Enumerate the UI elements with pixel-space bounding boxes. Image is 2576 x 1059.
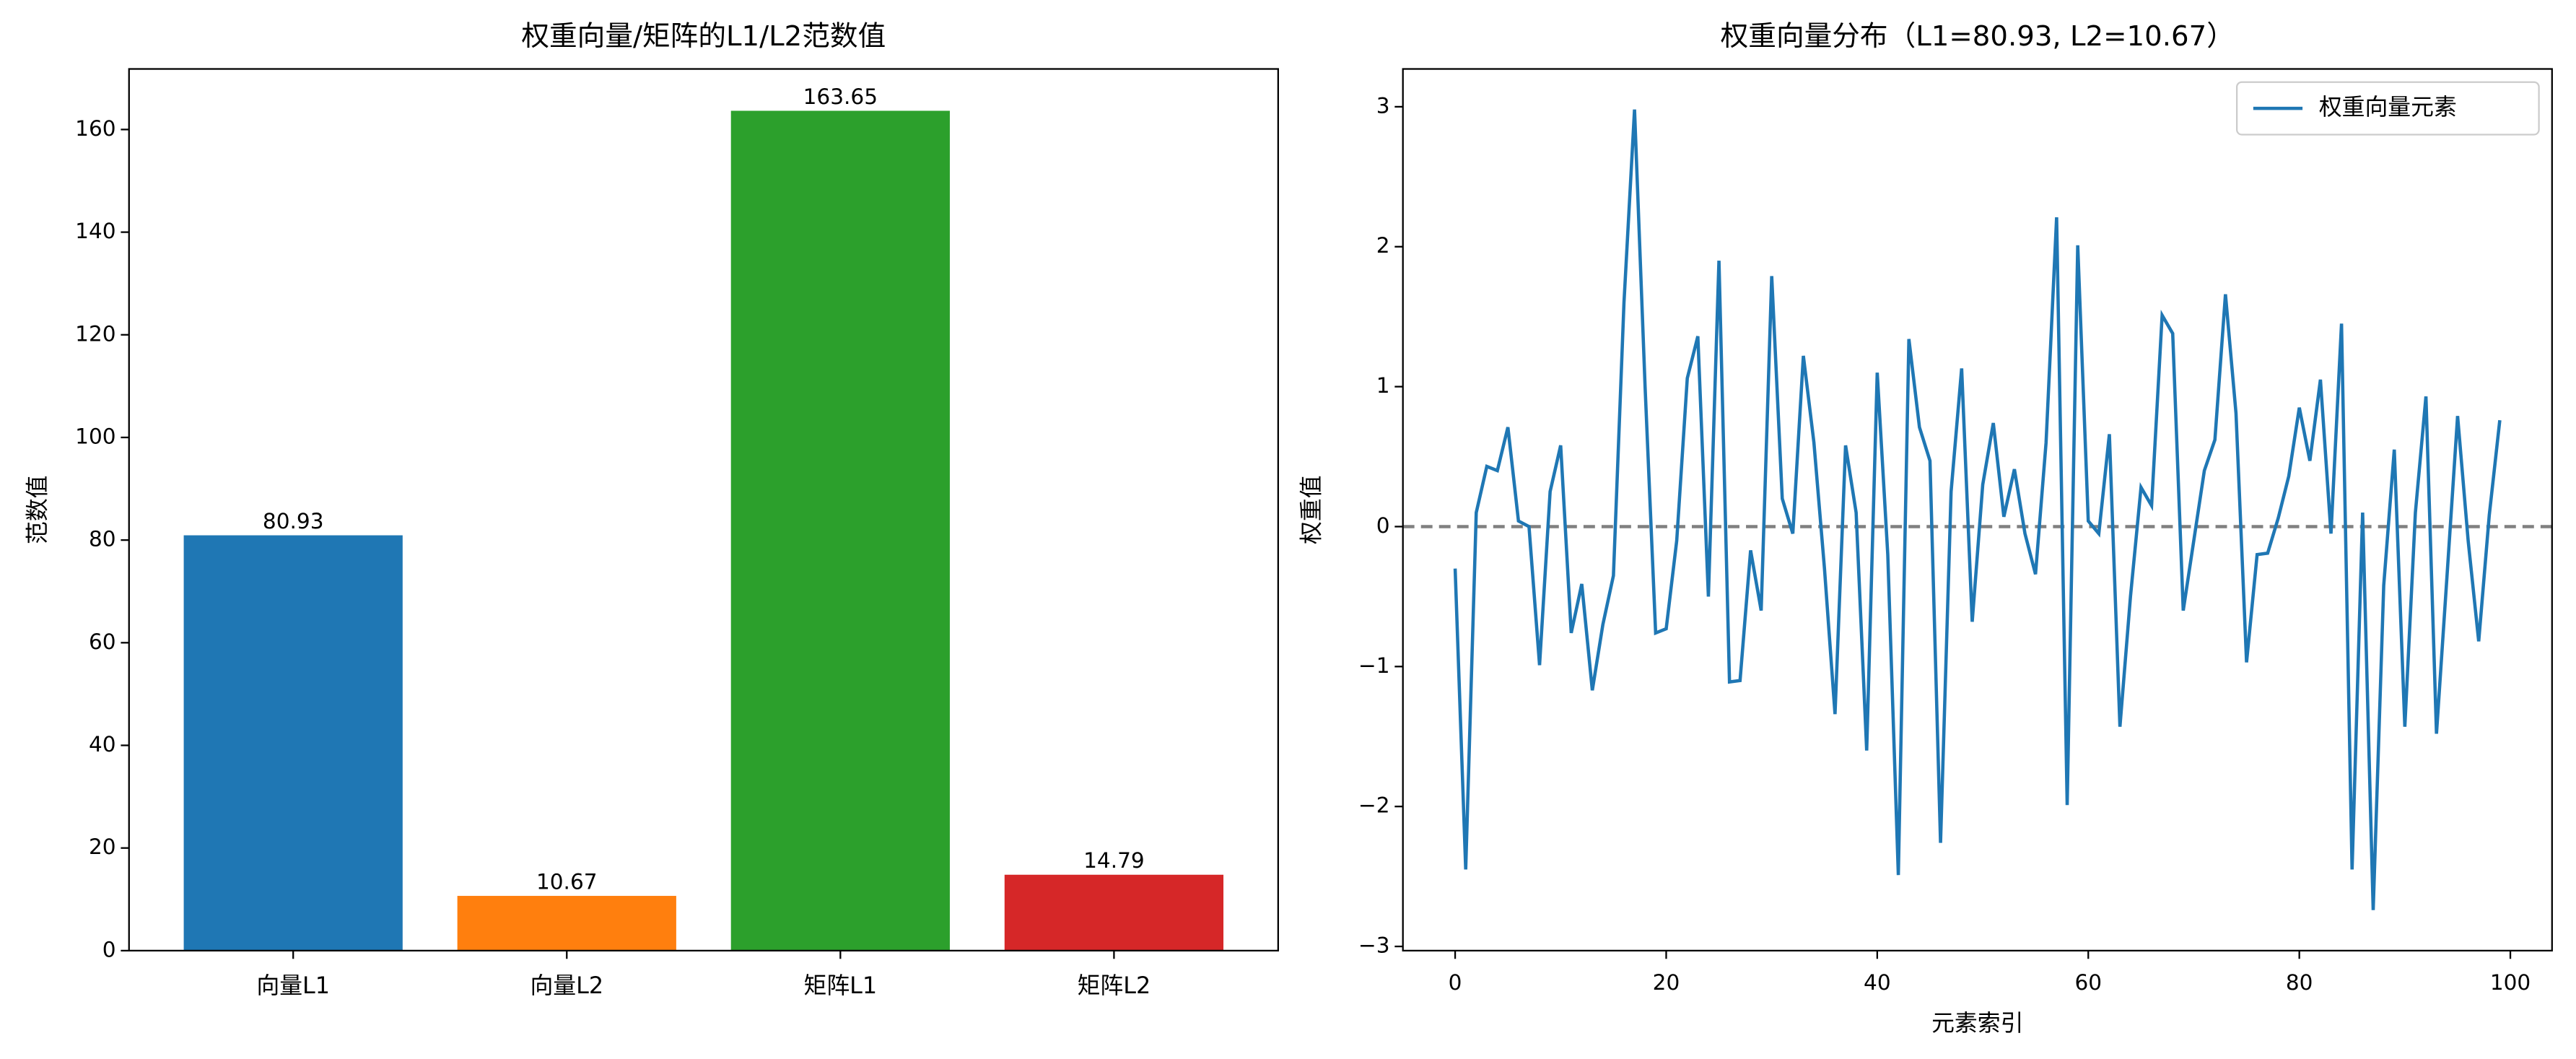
y-tick-label: 120 <box>75 321 115 346</box>
chart-title: 权重向量/矩阵的L1/L2范数值 <box>521 20 886 53</box>
y-tick-label: 100 <box>75 424 115 448</box>
data-label: 14.79 <box>1083 848 1145 873</box>
y-tick-label: 3 <box>1376 93 1390 118</box>
x-tick-label: 向量L2 <box>530 972 603 999</box>
y-tick-label: −3 <box>1358 933 1390 958</box>
y-tick-label: 140 <box>75 219 115 243</box>
y-tick-label: 60 <box>89 629 116 654</box>
legend-box <box>2235 81 2540 136</box>
bar <box>730 110 950 951</box>
chart-title: 权重向量分布（L1=80.93, L2=10.67） <box>1721 20 2235 53</box>
data-label: 10.67 <box>536 869 598 894</box>
y-tick-label: 20 <box>89 834 116 859</box>
y-tick-label: 1 <box>1376 373 1390 398</box>
y-tick-label: 2 <box>1376 233 1390 258</box>
x-tick-label: 0 <box>1449 970 1462 995</box>
legend-label: 权重向量元素 <box>2319 93 2457 121</box>
axes-frame <box>128 68 1279 952</box>
x-tick-label: 100 <box>2490 970 2531 995</box>
x-tick-label: 矩阵L1 <box>804 972 878 999</box>
y-tick-label: 0 <box>1376 513 1390 538</box>
y-tick-label: 40 <box>89 732 116 757</box>
bar <box>1004 874 1224 951</box>
axes-frame <box>1402 68 2553 952</box>
y-tick-label: 80 <box>89 527 116 552</box>
x-tick-label: 向量L1 <box>256 972 330 999</box>
x-tick-label: 20 <box>1653 970 1680 995</box>
data-label: 163.65 <box>803 84 878 109</box>
x-axis-label: 元素索引 <box>1931 1009 2023 1037</box>
y-axis-label: 权重值 <box>1298 475 1325 544</box>
y-axis-label: 范数值 <box>24 475 51 544</box>
x-tick-label: 80 <box>2286 970 2313 995</box>
bar <box>457 896 676 951</box>
x-tick-label: 40 <box>1864 970 1891 995</box>
data-label: 80.93 <box>263 509 324 533</box>
y-tick-label: −1 <box>1358 653 1390 678</box>
y-tick-label: 160 <box>75 116 115 141</box>
bar <box>183 535 403 951</box>
y-tick-label: 0 <box>102 937 116 962</box>
x-tick-label: 60 <box>2074 970 2102 995</box>
line-series <box>1453 109 2502 910</box>
y-tick-label: −2 <box>1358 793 1390 818</box>
x-tick-label: 矩阵L2 <box>1078 972 1151 999</box>
